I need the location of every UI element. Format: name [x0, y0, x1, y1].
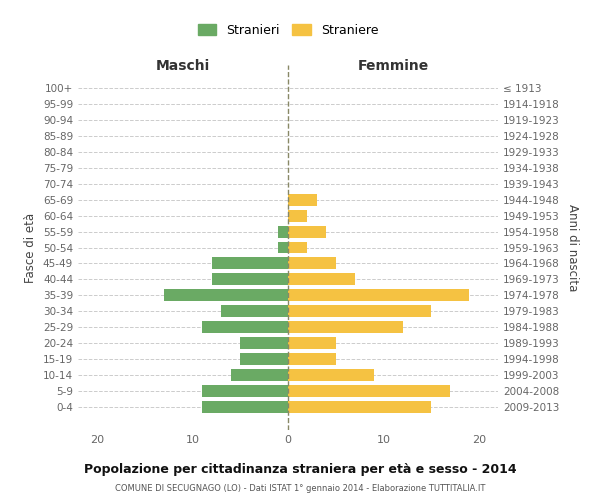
- Bar: [288, 402, 431, 413]
- Bar: [288, 194, 317, 205]
- Bar: [278, 226, 288, 237]
- Bar: [278, 242, 288, 254]
- Bar: [231, 370, 288, 382]
- Bar: [202, 386, 288, 398]
- Bar: [240, 338, 288, 349]
- Y-axis label: Fasce di età: Fasce di età: [25, 212, 37, 282]
- Bar: [212, 258, 288, 270]
- Bar: [288, 258, 336, 270]
- Text: Popolazione per cittadinanza straniera per età e sesso - 2014: Popolazione per cittadinanza straniera p…: [83, 462, 517, 475]
- Bar: [202, 402, 288, 413]
- Bar: [221, 306, 288, 318]
- Bar: [288, 322, 403, 334]
- Bar: [202, 322, 288, 334]
- Bar: [288, 274, 355, 285]
- Bar: [164, 290, 288, 302]
- Bar: [240, 354, 288, 366]
- Bar: [212, 274, 288, 285]
- Legend: Stranieri, Straniere: Stranieri, Straniere: [194, 20, 382, 40]
- Y-axis label: Anni di nascita: Anni di nascita: [566, 204, 579, 291]
- Text: Maschi: Maschi: [156, 59, 210, 73]
- Text: COMUNE DI SECUGNAGO (LO) - Dati ISTAT 1° gennaio 2014 - Elaborazione TUTTITALIA.: COMUNE DI SECUGNAGO (LO) - Dati ISTAT 1°…: [115, 484, 485, 493]
- Bar: [288, 386, 450, 398]
- Text: Femmine: Femmine: [358, 59, 428, 73]
- Bar: [288, 370, 374, 382]
- Bar: [288, 306, 431, 318]
- Bar: [288, 242, 307, 254]
- Bar: [288, 354, 336, 366]
- Bar: [288, 290, 469, 302]
- Bar: [288, 338, 336, 349]
- Bar: [288, 210, 307, 222]
- Bar: [288, 226, 326, 237]
